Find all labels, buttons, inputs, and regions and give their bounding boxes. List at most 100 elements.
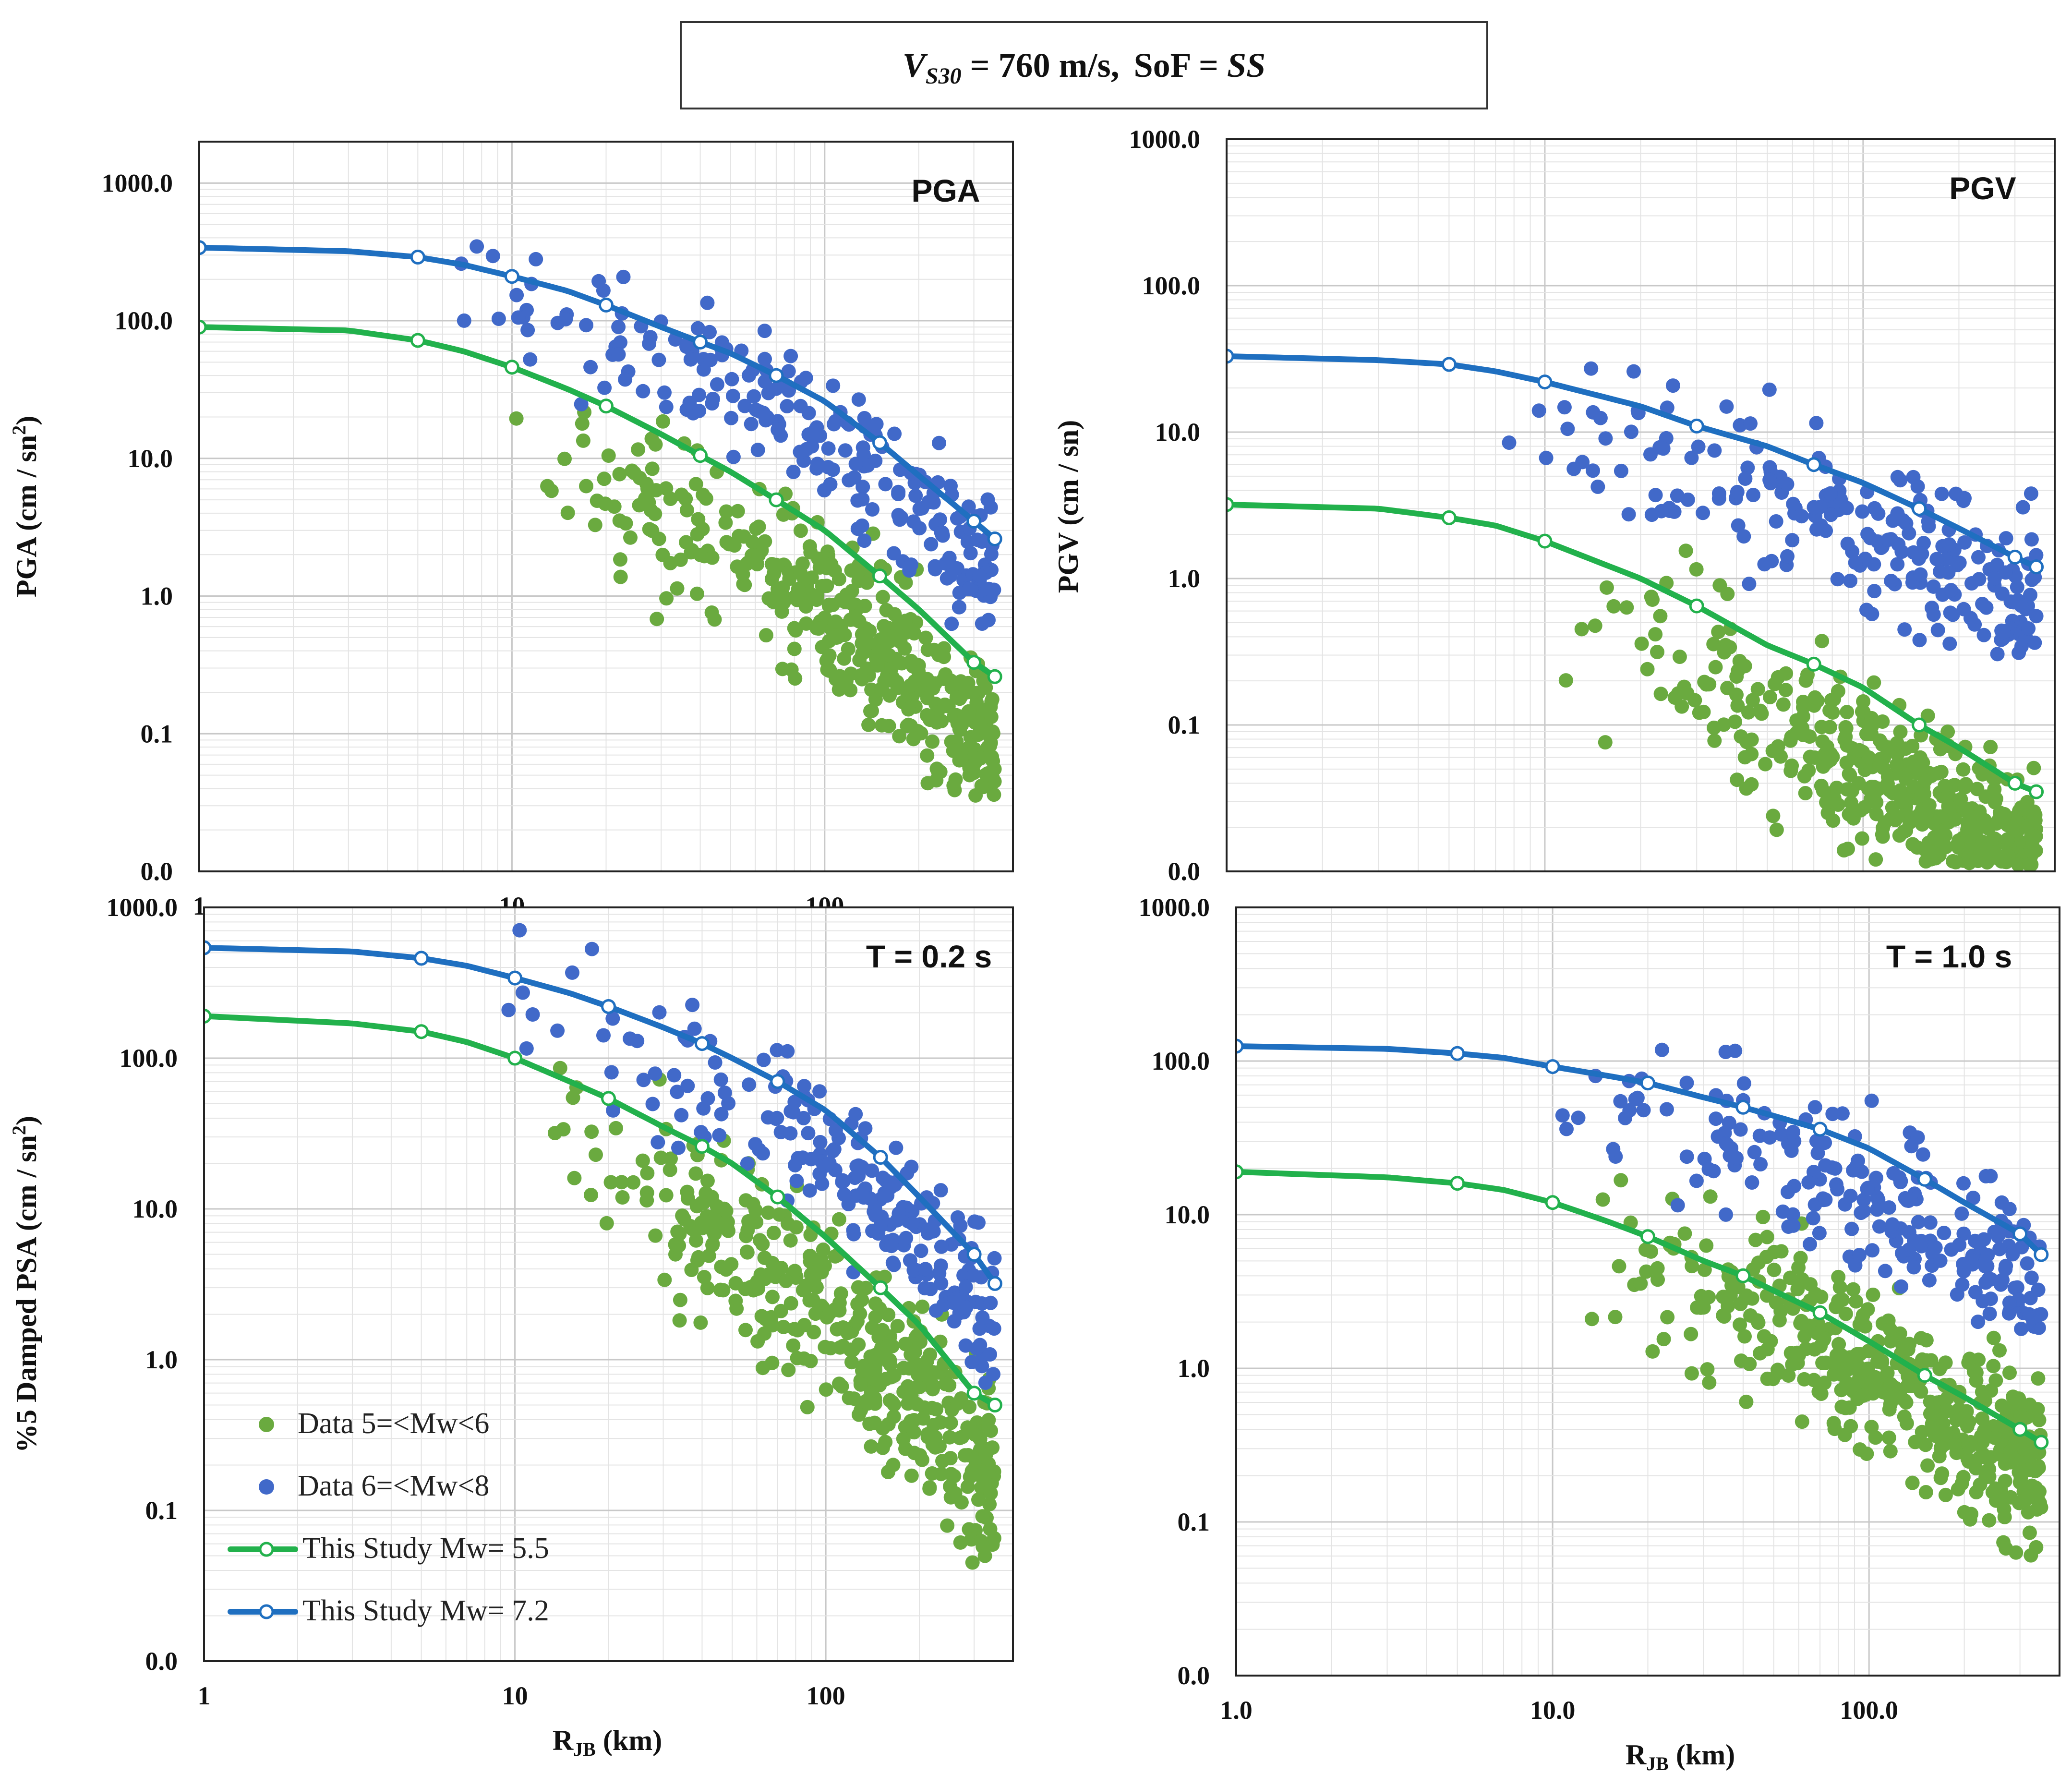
data-point-green bbox=[2031, 1371, 2046, 1386]
data-point-blue bbox=[966, 1268, 981, 1283]
data-point-green bbox=[1684, 1327, 1699, 1341]
data-point-blue bbox=[1843, 573, 1858, 588]
data-point-blue bbox=[1801, 1175, 1816, 1190]
data-point-blue bbox=[2024, 1270, 2039, 1285]
data-point-blue bbox=[1906, 1260, 1921, 1275]
data-point-green bbox=[1619, 600, 1634, 615]
data-point-green bbox=[2014, 800, 2029, 815]
data-point-blue bbox=[858, 1121, 873, 1136]
data-point-blue bbox=[2021, 621, 2036, 636]
data-point-green bbox=[1614, 1173, 1628, 1188]
data-point-blue bbox=[1781, 1184, 1795, 1199]
model-curve-marker bbox=[1812, 1305, 1828, 1320]
data-point-blue bbox=[878, 477, 893, 492]
data-point-blue bbox=[651, 352, 666, 367]
data-point-green bbox=[1977, 1423, 1992, 1438]
legend: Data 5=<Mw<6 Data 6=<Mw<8 This Study Mw= 5… bbox=[228, 1407, 549, 1627]
data-point-green bbox=[918, 630, 933, 645]
data-point-blue bbox=[700, 1091, 715, 1106]
data-point-green bbox=[700, 1173, 715, 1188]
data-point-blue bbox=[770, 1110, 784, 1125]
data-point-green bbox=[1634, 636, 1649, 651]
data-point-green bbox=[1992, 1343, 2007, 1358]
data-point-blue bbox=[964, 1355, 979, 1369]
data-point-green bbox=[942, 1430, 957, 1445]
y-tick-label: 1.0 bbox=[1178, 1354, 1210, 1383]
model-curve-marker bbox=[410, 250, 425, 265]
data-point-green bbox=[1803, 1277, 1818, 1292]
model-curve-marker bbox=[2007, 549, 2023, 565]
data-point-blue bbox=[1670, 488, 1685, 503]
data-point-green bbox=[861, 717, 876, 732]
data-point-blue bbox=[1929, 552, 1944, 567]
model-curve-mw-5-5 bbox=[199, 324, 998, 680]
data-point-blue bbox=[2012, 645, 2026, 660]
data-point-blue bbox=[1856, 1193, 1871, 1207]
legend-label: Data 6=<Mw<8 bbox=[298, 1470, 489, 1502]
data-point-green bbox=[938, 1376, 953, 1391]
data-point-green bbox=[793, 523, 808, 538]
data-point-blue bbox=[1926, 607, 1941, 622]
data-point-blue bbox=[1622, 1103, 1637, 1118]
data-point-green bbox=[1956, 803, 1971, 818]
data-point-blue bbox=[1893, 1174, 1908, 1188]
data-point-green bbox=[960, 1420, 975, 1435]
data-point-blue bbox=[1740, 460, 1755, 475]
data-point-blue bbox=[1784, 1143, 1799, 1158]
data-point-blue bbox=[667, 1068, 682, 1083]
model-curve-marker bbox=[1450, 1176, 1465, 1191]
data-point-green bbox=[775, 662, 790, 676]
data-point-green bbox=[1737, 1329, 1752, 1344]
data-point-blue bbox=[963, 546, 978, 561]
data-point-green bbox=[872, 1301, 887, 1316]
data-point-blue bbox=[1626, 364, 1641, 379]
data-point-blue bbox=[804, 1152, 819, 1167]
data-point-blue bbox=[880, 1188, 895, 1203]
data-point-green bbox=[705, 550, 720, 565]
model-curves bbox=[1236, 1038, 2049, 1450]
x-axis-title-right-main: R bbox=[1626, 1739, 1647, 1771]
data-point-green bbox=[1930, 766, 1945, 781]
model-curve-marker bbox=[2007, 775, 2023, 791]
data-point-green bbox=[793, 566, 808, 580]
data-point-green bbox=[663, 492, 678, 506]
data-point-green bbox=[1868, 1430, 1883, 1445]
data-point-blue bbox=[887, 1257, 901, 1272]
y-axis-title-sup: 2 bbox=[8, 425, 30, 435]
data-point-green bbox=[1869, 795, 1884, 810]
data-point-blue bbox=[1502, 435, 1517, 450]
data-point-blue bbox=[1780, 549, 1795, 564]
data-point-green bbox=[963, 1470, 977, 1484]
data-point-blue bbox=[1865, 1243, 1879, 1258]
data-point-blue bbox=[1913, 567, 1928, 582]
data-point-blue bbox=[1956, 1257, 1971, 1271]
data-point-green bbox=[1855, 831, 1869, 846]
data-point-green bbox=[818, 1340, 832, 1354]
data-point-green bbox=[1920, 1458, 1935, 1473]
model-curve-marker bbox=[2012, 1226, 2028, 1242]
data-point-green bbox=[1918, 773, 1932, 788]
data-point-green bbox=[840, 1326, 855, 1340]
data-point-green bbox=[1712, 578, 1727, 593]
y-tick-label: 1.0 bbox=[141, 582, 173, 611]
data-point-green bbox=[819, 1310, 834, 1325]
data-point-blue bbox=[855, 1185, 870, 1200]
data-point-green bbox=[783, 1233, 798, 1248]
data-point-green bbox=[1820, 739, 1834, 754]
data-point-green bbox=[1932, 1449, 1947, 1464]
data-point-blue bbox=[770, 1043, 784, 1058]
model-curve-marker bbox=[1640, 1075, 1655, 1091]
panel-psa-1-0s: 0.0 0.1 1.0 10.0 100.0 1000.0 1.0 10.0 100.0 T = … bbox=[1139, 893, 2060, 1725]
data-point-blue bbox=[1956, 494, 1971, 508]
data-point-green bbox=[1867, 675, 1881, 690]
data-point-green bbox=[948, 1486, 963, 1501]
data-point-blue bbox=[912, 521, 927, 536]
data-point-blue bbox=[914, 1243, 928, 1258]
data-point-green bbox=[898, 1337, 913, 1352]
y-tick-label: 100.0 bbox=[115, 306, 173, 335]
model-curve-marker bbox=[693, 335, 708, 350]
model-curve-marker bbox=[1912, 717, 1927, 733]
data-point-green bbox=[1814, 1290, 1829, 1304]
data-point-green bbox=[613, 552, 627, 567]
